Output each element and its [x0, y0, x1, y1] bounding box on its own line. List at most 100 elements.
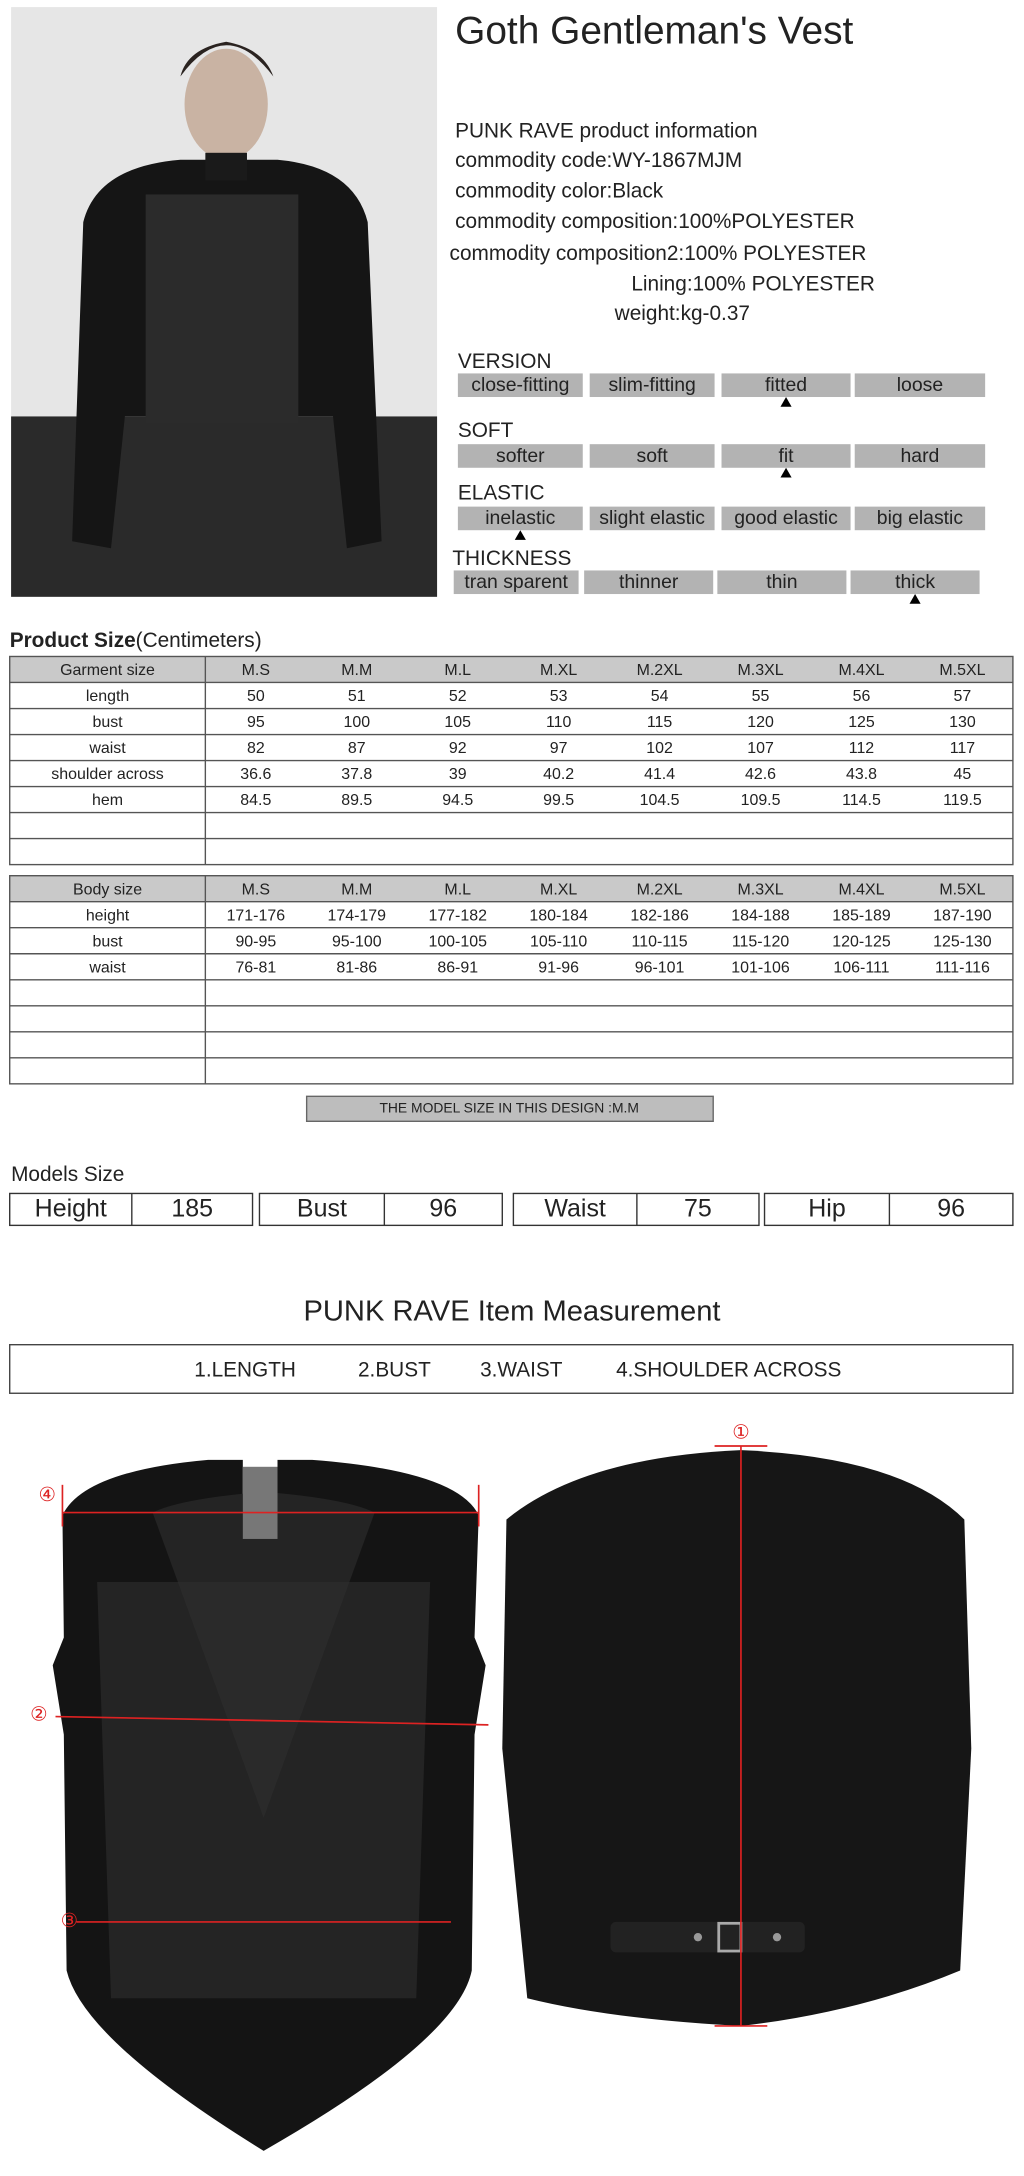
table-cell: 105-110: [530, 933, 587, 950]
table-cell: height: [86, 907, 130, 924]
measurement-marker: ④: [38, 1484, 55, 1506]
size-unit: (Centimeters): [136, 629, 262, 652]
info-label: commodity color:: [455, 179, 612, 202]
option-cell: [584, 570, 714, 595]
table-cell: waist: [88, 740, 126, 757]
table-cell: hem: [92, 792, 123, 809]
table-header-cell: M.S: [242, 662, 270, 679]
table-cell: 55: [752, 688, 770, 705]
table-cell: 111-116: [935, 959, 990, 976]
option-label: good elastic: [734, 507, 838, 529]
option-cell: [850, 570, 980, 595]
table-cell: 120: [747, 714, 774, 731]
table-cell: 177-182: [428, 907, 487, 924]
option-label: soft: [637, 445, 669, 467]
option-label: fit: [778, 445, 794, 467]
table-cell: 109.5: [741, 792, 781, 809]
option-label: inelastic: [485, 507, 555, 529]
front-vest: [52, 1459, 486, 2151]
info-line: commodity composition:100%POLYESTER: [455, 210, 855, 233]
table-cell: 184-188: [731, 907, 790, 924]
info-line: commodity color:Black: [455, 179, 664, 202]
option-cell: [589, 444, 715, 468]
table-cell: 110: [546, 714, 572, 731]
table-cell: 45: [954, 766, 972, 783]
table-cell: shoulder across: [51, 766, 164, 783]
info-value: WY-1867MJM: [612, 149, 742, 172]
table-cell: 95-100: [332, 933, 382, 950]
table-cell: 115-120: [732, 933, 789, 950]
table-cell: bust: [92, 933, 123, 950]
option-label: thick: [895, 571, 935, 593]
table-header-cell: M.4XL: [838, 881, 884, 898]
table-cell: 37.8: [341, 766, 372, 783]
bust-line: [55, 1715, 489, 1726]
option-label: thinner: [619, 571, 679, 593]
option-cell: [457, 444, 583, 468]
option-label: big elastic: [877, 507, 964, 529]
option-cell: [854, 444, 986, 468]
table-cell: 56: [853, 688, 871, 705]
info-value: Black: [612, 179, 663, 202]
option-label: thin: [766, 571, 797, 593]
attribute-name: ELASTIC: [458, 482, 545, 505]
info-line: commodity code:WY-1867MJM: [455, 149, 742, 172]
table-cell: 171-176: [227, 907, 286, 924]
measurement-box: [9, 1344, 1014, 1394]
table-header-cell: M.2XL: [637, 662, 683, 679]
table-cell: 53: [550, 688, 568, 705]
table-cell: 91-96: [538, 959, 579, 976]
table-header-bg: [9, 656, 1013, 683]
table-header-cell: M.5XL: [939, 662, 985, 679]
measurement-marker: ②: [30, 1703, 47, 1725]
info-line: commodity composition2:100% POLYESTER: [450, 242, 867, 265]
info-label: Lining:: [631, 272, 692, 295]
option-cell: [721, 506, 851, 531]
table-cell: 76-81: [235, 959, 276, 976]
info-label: commodity composition:: [455, 210, 678, 233]
table-header-cell: Body size: [73, 881, 142, 898]
attribute-name: THICKNESS: [452, 547, 571, 570]
table-cell: 50: [247, 688, 265, 705]
info-line: Lining:100% POLYESTER: [631, 272, 875, 295]
info-line: weight:kg-0.37: [614, 301, 750, 324]
option-label: softer: [496, 445, 545, 467]
table-cell: 106-111: [833, 959, 889, 976]
option-label: slim-fitting: [608, 374, 695, 396]
table-cell: 57: [954, 688, 972, 705]
model-value: 96: [429, 1195, 457, 1223]
table-header-cell: M.3XL: [738, 662, 784, 679]
info-heading: PUNK RAVE product information: [455, 119, 757, 142]
option-cell: [453, 570, 579, 595]
attribute-name: VERSION: [458, 350, 552, 373]
table-cell: 96-101: [635, 959, 685, 976]
option-label: hard: [901, 445, 940, 467]
model-label: Hip: [808, 1195, 845, 1223]
size-title: Product Size: [10, 629, 136, 652]
back-vest: [502, 1450, 972, 2026]
table-cell: 185-189: [832, 907, 891, 924]
table-cell: 87: [348, 740, 366, 757]
size-title: Product Size(Centimeters): [10, 629, 262, 652]
table-cell: 97: [550, 740, 568, 757]
info-value: 100% POLYESTER: [684, 242, 866, 265]
table-cell: 95: [247, 714, 265, 731]
table-cell: 84.5: [240, 792, 271, 809]
table-cell: 187-190: [933, 907, 992, 924]
table-cell: length: [86, 688, 129, 705]
option-cell: [457, 506, 583, 531]
table-cell: 94.5: [442, 792, 473, 809]
table-cell: 101-106: [731, 959, 790, 976]
table-header-cell: M.XL: [540, 662, 577, 679]
measurement-title: PUNK RAVE Item Measurement: [303, 1295, 720, 1327]
table-cell: 130: [949, 714, 976, 731]
table-cell: 41.4: [644, 766, 675, 783]
table-cell: bust: [92, 714, 123, 731]
table-cell: 125: [848, 714, 875, 731]
table-header-cell: M.M: [341, 662, 372, 679]
table-cell: 86-91: [437, 959, 478, 976]
measurement-marker: ③: [61, 1910, 78, 1932]
table-cell: 110-115: [632, 933, 688, 950]
measurement-item: 2.BUST: [358, 1359, 431, 1382]
